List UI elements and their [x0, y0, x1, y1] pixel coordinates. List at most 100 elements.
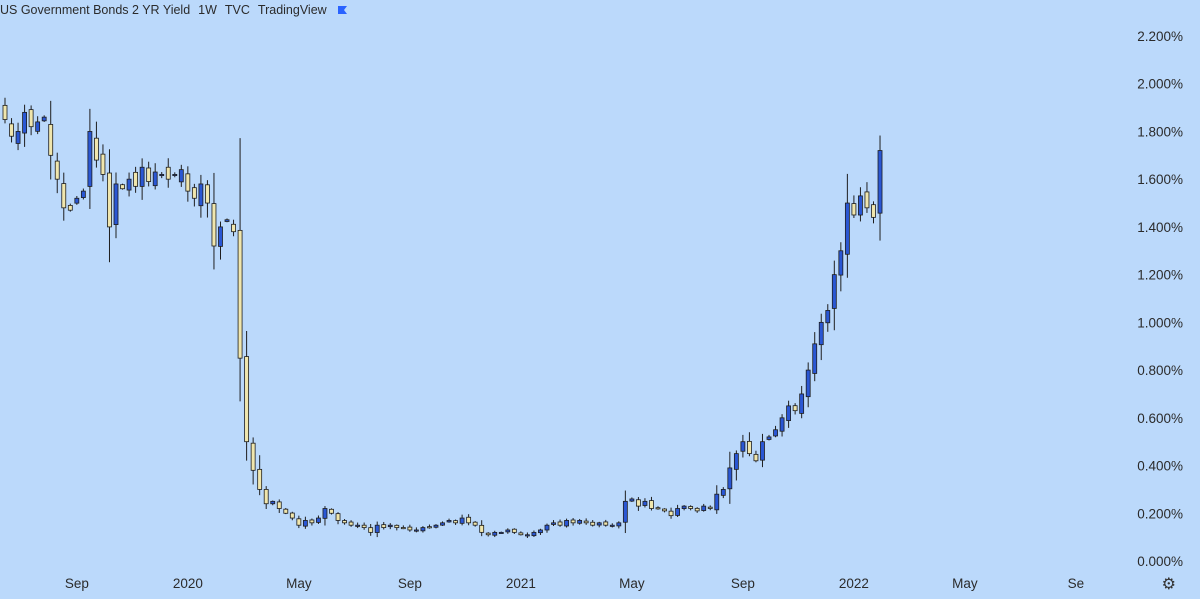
- candle-body[interactable]: [9, 123, 14, 137]
- candle-body[interactable]: [453, 520, 458, 524]
- candle-body[interactable]: [74, 197, 80, 204]
- candle-body[interactable]: [2, 104, 8, 120]
- candle-body[interactable]: [335, 513, 341, 521]
- candle-body[interactable]: [427, 526, 432, 529]
- candle-body[interactable]: [649, 500, 654, 509]
- candle-body[interactable]: [302, 520, 308, 527]
- candle-body[interactable]: [864, 191, 870, 209]
- candle-body[interactable]: [485, 532, 491, 536]
- candle-body[interactable]: [218, 226, 223, 247]
- candle-body[interactable]: [877, 150, 883, 214]
- candle-body[interactable]: [198, 183, 204, 207]
- candle-body[interactable]: [191, 187, 197, 199]
- candle-body[interactable]: [420, 527, 426, 532]
- candle-body[interactable]: [374, 524, 380, 533]
- candle-body[interactable]: [309, 519, 315, 524]
- candle-body[interactable]: [701, 505, 707, 511]
- candle-body[interactable]: [636, 499, 641, 507]
- candle-body[interactable]: [276, 501, 282, 509]
- candle-body[interactable]: [126, 178, 132, 191]
- candle-body[interactable]: [35, 121, 41, 132]
- candle-body[interactable]: [67, 205, 73, 211]
- candle-body[interactable]: [583, 520, 589, 524]
- candle-body[interactable]: [178, 169, 184, 183]
- candle-body[interactable]: [459, 517, 465, 524]
- candle-body[interactable]: [538, 529, 543, 534]
- candle-body[interactable]: [87, 131, 93, 187]
- candle-body[interactable]: [211, 203, 217, 247]
- candle-body[interactable]: [616, 522, 622, 527]
- candle-body[interactable]: [133, 171, 139, 187]
- candle-body[interactable]: [329, 508, 334, 514]
- candle-body[interactable]: [838, 250, 844, 276]
- candle-body[interactable]: [159, 174, 165, 177]
- candle-body[interactable]: [694, 507, 700, 512]
- candle-body[interactable]: [113, 183, 119, 226]
- candle-body[interactable]: [146, 167, 152, 182]
- candle-body[interactable]: [394, 524, 400, 528]
- candle-body[interactable]: [720, 489, 726, 496]
- candle-body[interactable]: [805, 369, 811, 398]
- candle-body[interactable]: [237, 229, 243, 359]
- candle-body[interactable]: [361, 524, 367, 528]
- candle-body[interactable]: [564, 520, 569, 527]
- candle-body[interactable]: [270, 500, 276, 505]
- candle-body[interactable]: [257, 468, 263, 490]
- candle-body[interactable]: [446, 520, 452, 523]
- candle-body[interactable]: [387, 524, 393, 528]
- candle-body[interactable]: [15, 131, 21, 144]
- flag-icon[interactable]: [337, 5, 348, 16]
- candle-body[interactable]: [48, 124, 54, 156]
- interval-label[interactable]: 1W: [198, 3, 217, 17]
- candle-body[interactable]: [642, 500, 648, 506]
- candle-body[interactable]: [818, 321, 824, 346]
- candle-body[interactable]: [407, 526, 413, 531]
- candle-body[interactable]: [760, 441, 765, 461]
- candle-body[interactable]: [570, 519, 576, 524]
- candle-body[interactable]: [831, 274, 837, 309]
- candle-body[interactable]: [368, 527, 374, 533]
- candle-body[interactable]: [231, 223, 236, 233]
- candle-body[interactable]: [851, 203, 857, 216]
- candle-body[interactable]: [433, 524, 439, 528]
- gear-icon[interactable]: ⚙: [1161, 576, 1176, 593]
- candle-body[interactable]: [668, 510, 674, 517]
- candle-body[interactable]: [381, 524, 387, 528]
- candle-body[interactable]: [139, 166, 145, 187]
- candle-body[interactable]: [812, 343, 818, 374]
- candle-body[interactable]: [799, 393, 805, 414]
- candle-body[interactable]: [120, 184, 125, 190]
- candle-body[interactable]: [551, 522, 556, 525]
- candle-body[interactable]: [518, 532, 524, 536]
- candle-body[interactable]: [792, 405, 798, 412]
- candle-body[interactable]: [165, 166, 171, 180]
- candle-body[interactable]: [185, 173, 191, 192]
- candle-body[interactable]: [205, 184, 210, 204]
- candle-body[interactable]: [786, 405, 791, 421]
- candle-body[interactable]: [61, 183, 67, 209]
- candle-body[interactable]: [466, 516, 472, 524]
- candle-body[interactable]: [544, 524, 550, 531]
- candle-body[interactable]: [28, 109, 34, 128]
- candle-body[interactable]: [413, 529, 419, 532]
- candle-body[interactable]: [41, 116, 47, 122]
- candle-body[interactable]: [492, 531, 498, 536]
- candle-body[interactable]: [629, 498, 635, 502]
- candle-body[interactable]: [733, 453, 739, 470]
- candle-body[interactable]: [825, 310, 831, 324]
- candle-body[interactable]: [622, 500, 628, 523]
- candle-body[interactable]: [100, 153, 106, 175]
- candle-body[interactable]: [400, 527, 406, 530]
- candle-body[interactable]: [766, 436, 772, 440]
- candle-body[interactable]: [681, 505, 687, 509]
- candle-body[interactable]: [531, 531, 537, 537]
- candle-body[interactable]: [577, 520, 583, 524]
- candle-body[interactable]: [505, 529, 511, 533]
- candle-body[interactable]: [472, 521, 478, 526]
- candle-body[interactable]: [296, 518, 302, 526]
- candle-body[interactable]: [250, 442, 256, 471]
- candle-body[interactable]: [707, 506, 713, 509]
- candle-body[interactable]: [747, 440, 752, 455]
- candle-body[interactable]: [590, 521, 596, 526]
